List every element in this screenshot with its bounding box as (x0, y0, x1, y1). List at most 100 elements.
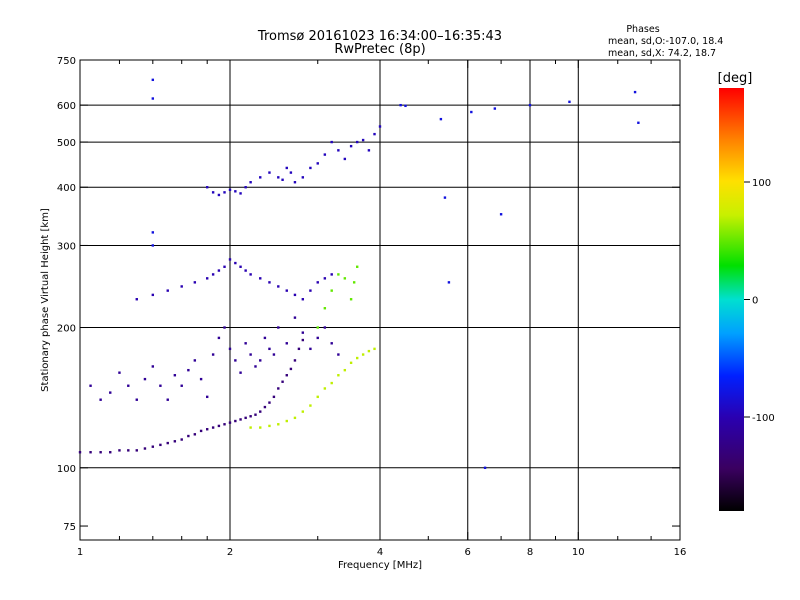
data-point (268, 424, 271, 428)
y-tick-label: 500 (57, 138, 76, 149)
data-point (373, 347, 376, 351)
y-axis-label: Stationary phase Virtual Height [km] (40, 208, 51, 392)
data-point (228, 188, 232, 191)
data-point (301, 176, 305, 179)
data-point (193, 433, 197, 436)
data-point (337, 273, 340, 276)
data-point (259, 176, 262, 179)
data-point (323, 307, 327, 310)
data-point (166, 289, 169, 292)
data-point (272, 353, 276, 356)
data-point (205, 277, 209, 280)
data-point (205, 395, 209, 399)
data-points (78, 78, 640, 470)
data-point (217, 424, 221, 428)
data-point (330, 273, 333, 276)
data-point (367, 349, 371, 353)
x-tick-label: 16 (674, 547, 687, 558)
data-point (205, 186, 209, 189)
data-point (228, 258, 232, 261)
data-point (330, 140, 333, 144)
data-point (249, 426, 252, 429)
data-point (234, 359, 237, 362)
data-point (301, 338, 305, 342)
data-point (259, 359, 262, 362)
stats-header: Phases (626, 24, 659, 35)
data-point (173, 440, 177, 443)
data-point (239, 418, 242, 421)
data-point (285, 166, 288, 170)
data-point (289, 367, 293, 371)
data-point (259, 410, 262, 413)
data-point (99, 451, 102, 454)
data-point (323, 326, 327, 329)
data-point (404, 104, 407, 108)
data-point (309, 166, 312, 170)
x-tick-label: 1 (77, 547, 83, 558)
chart-subtitle: RwPretec (8p) (334, 42, 425, 57)
data-point (293, 359, 297, 362)
data-point (301, 410, 305, 413)
data-point (285, 419, 288, 423)
data-point (159, 443, 162, 447)
data-point (244, 342, 247, 345)
data-point (483, 466, 487, 470)
data-point (234, 419, 237, 423)
data-point (293, 316, 297, 319)
data-point (135, 449, 138, 452)
data-point (367, 149, 371, 152)
data-point (323, 387, 327, 390)
data-point (352, 281, 356, 284)
data-point (254, 365, 257, 368)
data-point (281, 178, 284, 181)
data-point (330, 381, 333, 385)
data-point (343, 277, 347, 280)
data-point (309, 347, 312, 351)
data-point (166, 398, 169, 401)
data-point (633, 90, 637, 94)
y-tick-label: 600 (57, 101, 76, 112)
data-point (199, 429, 203, 433)
data-point (239, 371, 242, 374)
data-point (349, 144, 353, 148)
data-point (259, 426, 262, 429)
data-point (166, 441, 169, 445)
data-point (259, 277, 262, 280)
data-point (249, 273, 252, 276)
data-point (239, 192, 242, 195)
data-point (234, 190, 237, 193)
data-point (151, 293, 155, 297)
y-tick-label: 100 (57, 464, 76, 475)
data-point (277, 423, 280, 426)
data-point (373, 132, 376, 136)
data-point (180, 384, 183, 387)
data-point (151, 231, 155, 234)
data-point (143, 377, 147, 381)
data-point (378, 125, 382, 128)
data-point (173, 374, 177, 377)
data-point (135, 298, 138, 301)
data-point (180, 285, 183, 288)
data-point (268, 171, 271, 174)
data-point (223, 265, 226, 268)
data-point (99, 398, 102, 401)
stats-line-o: mean, sd,O:-107.0, 18.4 (608, 36, 723, 47)
data-point (89, 451, 92, 454)
data-point (118, 371, 121, 374)
data-point (330, 342, 333, 345)
y-tick-label: 75 (63, 522, 76, 533)
data-point (447, 281, 451, 284)
data-point (285, 342, 288, 345)
data-point (316, 281, 319, 284)
data-point (528, 103, 532, 107)
data-point (244, 416, 247, 420)
data-point (151, 244, 155, 247)
data-point (151, 97, 155, 100)
data-point (135, 398, 138, 401)
data-point (143, 447, 147, 450)
data-point (244, 269, 247, 272)
data-point (349, 361, 353, 365)
data-point (293, 181, 297, 184)
data-point (355, 265, 359, 268)
x-tick-label: 10 (572, 547, 585, 558)
